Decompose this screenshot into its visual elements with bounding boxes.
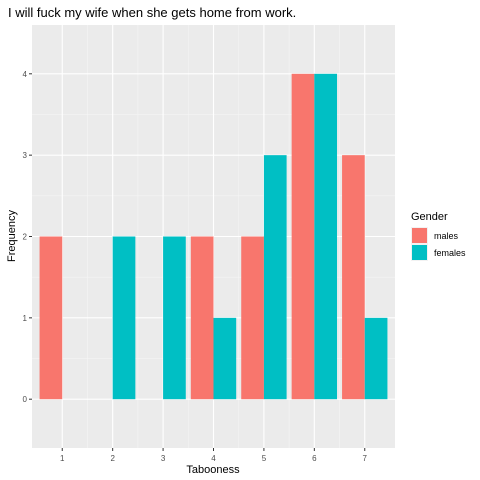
x-tick-label: 2: [110, 454, 115, 463]
x-tick-label: 3: [161, 454, 166, 463]
y-axis-title: Frequency: [6, 210, 18, 262]
bar-males-5: [241, 236, 264, 400]
bar-females-5: [263, 155, 287, 400]
x-tick-label: 5: [262, 454, 267, 463]
x-axis-title: Tabooness: [186, 464, 240, 476]
y-tick-label: 3: [23, 151, 28, 160]
legend-label-males: males: [434, 231, 459, 241]
legend: Gender males females: [411, 211, 466, 261]
legend-key-females: [412, 245, 427, 260]
x-tick-label: 1: [60, 454, 65, 463]
y-tick-label: 4: [23, 70, 28, 79]
bar-females-2: [112, 236, 136, 400]
bar-females-4: [213, 317, 237, 400]
x-tick-label: 7: [363, 454, 368, 463]
bar-males-7: [342, 155, 365, 400]
legend-title: Gender: [411, 211, 448, 223]
x-axis: 1 2 3 4 5 6 7: [60, 448, 368, 463]
bar-females-6: [314, 73, 338, 400]
x-tick-label: 4: [211, 454, 216, 463]
bars: [39, 73, 388, 400]
bar-males-6: [291, 73, 315, 400]
bar-males-4: [190, 236, 214, 400]
y-tick-label: 2: [23, 233, 28, 242]
y-axis: 0 1 2 3 4: [23, 70, 32, 404]
bar-females-3: [163, 236, 186, 400]
legend-key-males: [412, 228, 427, 243]
legend-label-females: females: [434, 248, 466, 258]
bar-females-7: [364, 317, 388, 400]
y-tick-label: 1: [23, 314, 28, 323]
x-tick-label: 6: [312, 454, 317, 463]
bar-males-1: [39, 236, 63, 400]
y-tick-label: 0: [23, 395, 28, 404]
chart-title: I will fuck my wife when she gets home f…: [8, 5, 296, 20]
